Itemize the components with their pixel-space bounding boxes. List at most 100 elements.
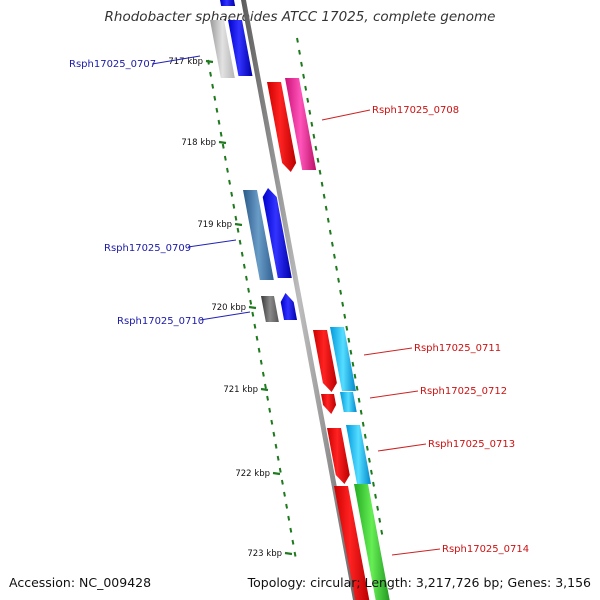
minor-tick: [335, 265, 338, 271]
minor-tick: [285, 503, 289, 509]
minor-tick: [347, 337, 351, 343]
minor-tick: [255, 335, 259, 341]
minor-tick: [365, 445, 369, 451]
minor-tick: [306, 97, 310, 103]
map-title: Rhodobacter sphaeroides ATCC 17025, comp…: [104, 9, 496, 25]
gene-label-leader: [199, 311, 251, 321]
minor-tick: [272, 431, 276, 437]
gene-label-leader: [363, 347, 413, 356]
minor-tick: [234, 215, 238, 221]
minor-tick: [261, 371, 265, 377]
gene-label-rsph17025-0708[interactable]: Rsph17025_0708: [372, 105, 459, 116]
minor-tick: [326, 217, 330, 223]
gene-label-rsph17025-0710[interactable]: Rsph17025_0710: [117, 316, 204, 327]
minor-tick: [330, 241, 334, 247]
minor-tick: [372, 481, 375, 487]
minor-tick: [312, 133, 316, 139]
minor-tick: [242, 263, 246, 269]
tick-label: 722 kbp: [235, 469, 270, 479]
tick-label: 720 kbp: [211, 303, 246, 313]
tick-label: 717 kbp: [168, 57, 203, 67]
minor-tick: [339, 289, 343, 295]
gene-rsph17025-0710: [280, 293, 298, 320]
genome-backbone: [241, 0, 358, 600]
minor-tick: [264, 383, 267, 389]
gene-features: [210, 0, 390, 600]
minor-tick: [236, 227, 240, 233]
major-tick: [234, 222, 243, 227]
minor-tick: [359, 409, 363, 415]
minor-tick: [361, 421, 365, 427]
minor-tick: [378, 517, 382, 523]
minor-tick: [215, 107, 219, 113]
genome-summary-text: Topology: circular; Length: 3,217,726 bp…: [247, 575, 591, 590]
minor-tick: [376, 505, 380, 511]
minor-tick: [274, 443, 278, 449]
gene-label-leader: [187, 239, 237, 248]
minor-tick: [304, 85, 308, 91]
gene-label-leader: [377, 443, 427, 452]
gene-rsph17025-0707-homolog: [210, 20, 235, 78]
minor-tick: [343, 313, 347, 319]
gene-labels: Rsph17025_0707 Rsph17025_0708 Rsph17025_…: [69, 55, 529, 556]
minor-tick: [209, 71, 212, 77]
minor-tick: [320, 181, 324, 187]
minor-tick: [238, 239, 242, 245]
minor-tick: [240, 251, 244, 257]
gene-label-leader: [391, 548, 441, 556]
gene-rsph17025-0711: [313, 330, 337, 392]
minor-tick: [217, 119, 221, 125]
minor-tick: [251, 311, 255, 317]
major-tick: [218, 140, 227, 145]
minor-tick: [280, 479, 284, 485]
minor-tick: [211, 83, 215, 89]
gene-label-rsph17025-0713[interactable]: Rsph17025_0713: [428, 439, 515, 450]
axis-ticks: 717 kbp 718 kbp 719 kbp 720 kbp 721 kbp 722 k…: [168, 37, 384, 559]
minor-tick: [345, 325, 349, 331]
gene-label-rsph17025-0709[interactable]: Rsph17025_0709: [104, 243, 191, 254]
minor-tick: [213, 95, 217, 101]
gene-rsph17025-0709-homolog: [243, 190, 274, 280]
minor-tick: [333, 253, 336, 259]
minor-tick: [249, 299, 253, 305]
gene-rsph17025-0710-homolog: [261, 296, 279, 322]
tick-label: 718 kbp: [181, 138, 216, 148]
minor-tick: [291, 539, 295, 545]
minor-tick: [300, 61, 303, 67]
minor-tick: [357, 397, 361, 403]
gene-label-rsph17025-0707[interactable]: Rsph17025_0707: [69, 59, 156, 70]
tick-label: 719 kbp: [197, 220, 232, 230]
gene-label-rsph17025-0712[interactable]: Rsph17025_0712: [420, 386, 507, 397]
minor-tick: [228, 179, 232, 185]
minor-tick: [298, 49, 301, 55]
minor-tick: [232, 203, 236, 209]
minor-tick: [283, 491, 286, 497]
minor-tick: [270, 419, 274, 425]
gene-label-leader: [151, 55, 201, 65]
tick-label: 723 kbp: [247, 549, 282, 559]
gene-rsph17025-0708: [267, 82, 297, 172]
gene-label-rsph17025-0714[interactable]: Rsph17025_0714: [442, 544, 529, 555]
minor-tick: [268, 407, 272, 413]
gene-rsph17025-0709: [262, 188, 292, 278]
minor-tick: [219, 131, 223, 137]
gene-label-leader: [321, 109, 371, 121]
gene-rsph17025-0711-homolog: [330, 327, 356, 391]
gene-rsph17025-0713: [327, 428, 350, 484]
minor-tick: [314, 145, 318, 151]
minor-tick: [259, 359, 263, 365]
gene-label-rsph17025-0711[interactable]: Rsph17025_0711: [414, 343, 501, 354]
gene-rsph17025-0707: [228, 20, 253, 76]
minor-tick: [367, 457, 371, 463]
minor-tick: [308, 109, 312, 115]
minor-tick: [337, 277, 340, 283]
minor-tick: [370, 469, 373, 475]
minor-tick: [287, 515, 291, 521]
minor-tick: [247, 287, 251, 293]
minor-tick: [353, 373, 357, 379]
minor-tick: [223, 155, 227, 161]
minor-tick: [328, 229, 332, 235]
minor-tick: [355, 385, 359, 391]
minor-tick: [318, 169, 322, 175]
